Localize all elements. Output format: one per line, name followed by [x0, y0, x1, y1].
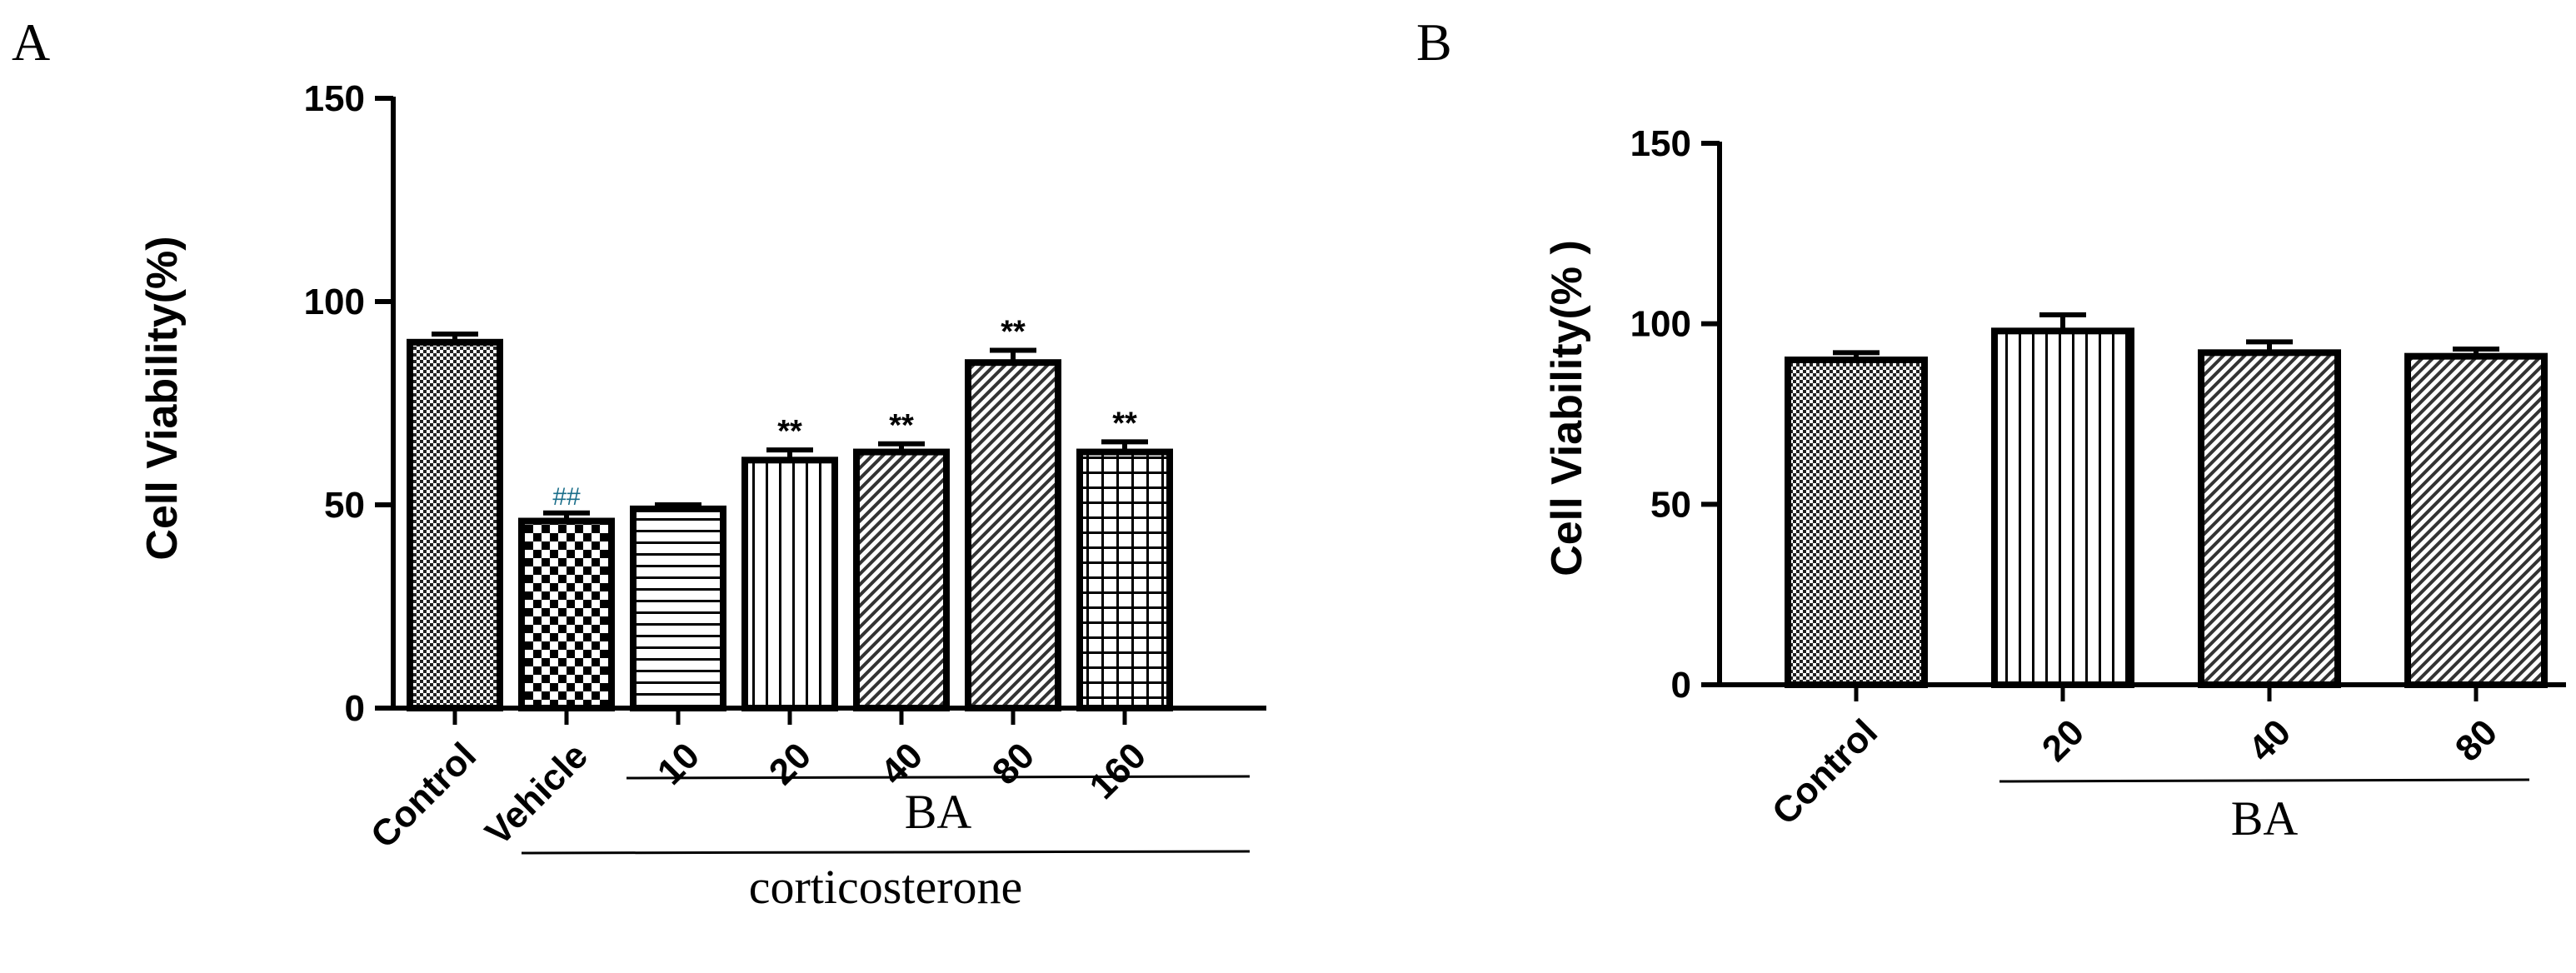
bars [1785, 312, 2548, 688]
panel-label: A [12, 12, 50, 72]
group-line [1999, 778, 2530, 783]
group-label: BA [905, 785, 972, 839]
group-line [521, 850, 1251, 855]
significance-stars: ** [1001, 315, 1026, 350]
group-labels: BA [1999, 778, 2530, 846]
category-label: 80 [985, 735, 1042, 792]
group-line [626, 775, 1251, 780]
category-label: Vehicle [477, 735, 596, 853]
y-tick-label: 50 [1650, 484, 1691, 525]
category-label: Control [1765, 711, 1885, 832]
bar [630, 505, 726, 711]
y-tick-label: 50 [324, 485, 365, 526]
bars: ## ** ** ** ** [407, 315, 1173, 712]
category-label: 40 [2241, 711, 2299, 769]
significance-stars: ** [1112, 406, 1137, 441]
bar [965, 359, 1061, 711]
y-tick-label: 100 [1630, 304, 1691, 345]
category-label: Control [363, 735, 484, 856]
y-axis-label: Cell Viability(% ) [1543, 240, 1591, 576]
significance-hash: ## [552, 483, 581, 511]
category-labels: Control 20 40 80 [1765, 711, 2505, 832]
y-tick-label: 0 [345, 688, 365, 729]
bar [1785, 357, 1928, 688]
bar [407, 338, 503, 711]
category-label: 80 [2448, 711, 2505, 769]
panel-b: B Cell Viability(% ) 0 50 100 150 Control 20… [1416, 12, 2566, 846]
category-label: 160 [1082, 735, 1155, 807]
group-label: corticosterone [749, 860, 1023, 914]
significance-stars: ** [777, 414, 802, 449]
category-label: 10 [650, 735, 707, 792]
bar [518, 517, 615, 712]
bar [1991, 327, 2134, 688]
group-label: BA [2231, 791, 2299, 846]
bar [2404, 352, 2548, 688]
panel-label: B [1416, 12, 1452, 72]
significance-stars: ** [889, 408, 914, 443]
bar [2198, 349, 2341, 688]
bar [741, 457, 838, 711]
y-tick-label: 150 [1630, 123, 1691, 164]
group-labels: BA corticosterone [521, 775, 1251, 914]
bar [1076, 448, 1173, 711]
y-tick-label: 0 [1671, 665, 1691, 706]
panel-a: A Cell Viability(%) 0 50 100 150 ## ** ** ** **… [12, 12, 1266, 914]
y-tick-label: 150 [304, 78, 365, 119]
category-label: 20 [761, 735, 819, 792]
category-label: 20 [2034, 711, 2092, 769]
y-tick-label: 100 [304, 282, 365, 322]
bar [853, 448, 950, 711]
y-axis-label: Cell Viability(%) [138, 236, 187, 560]
